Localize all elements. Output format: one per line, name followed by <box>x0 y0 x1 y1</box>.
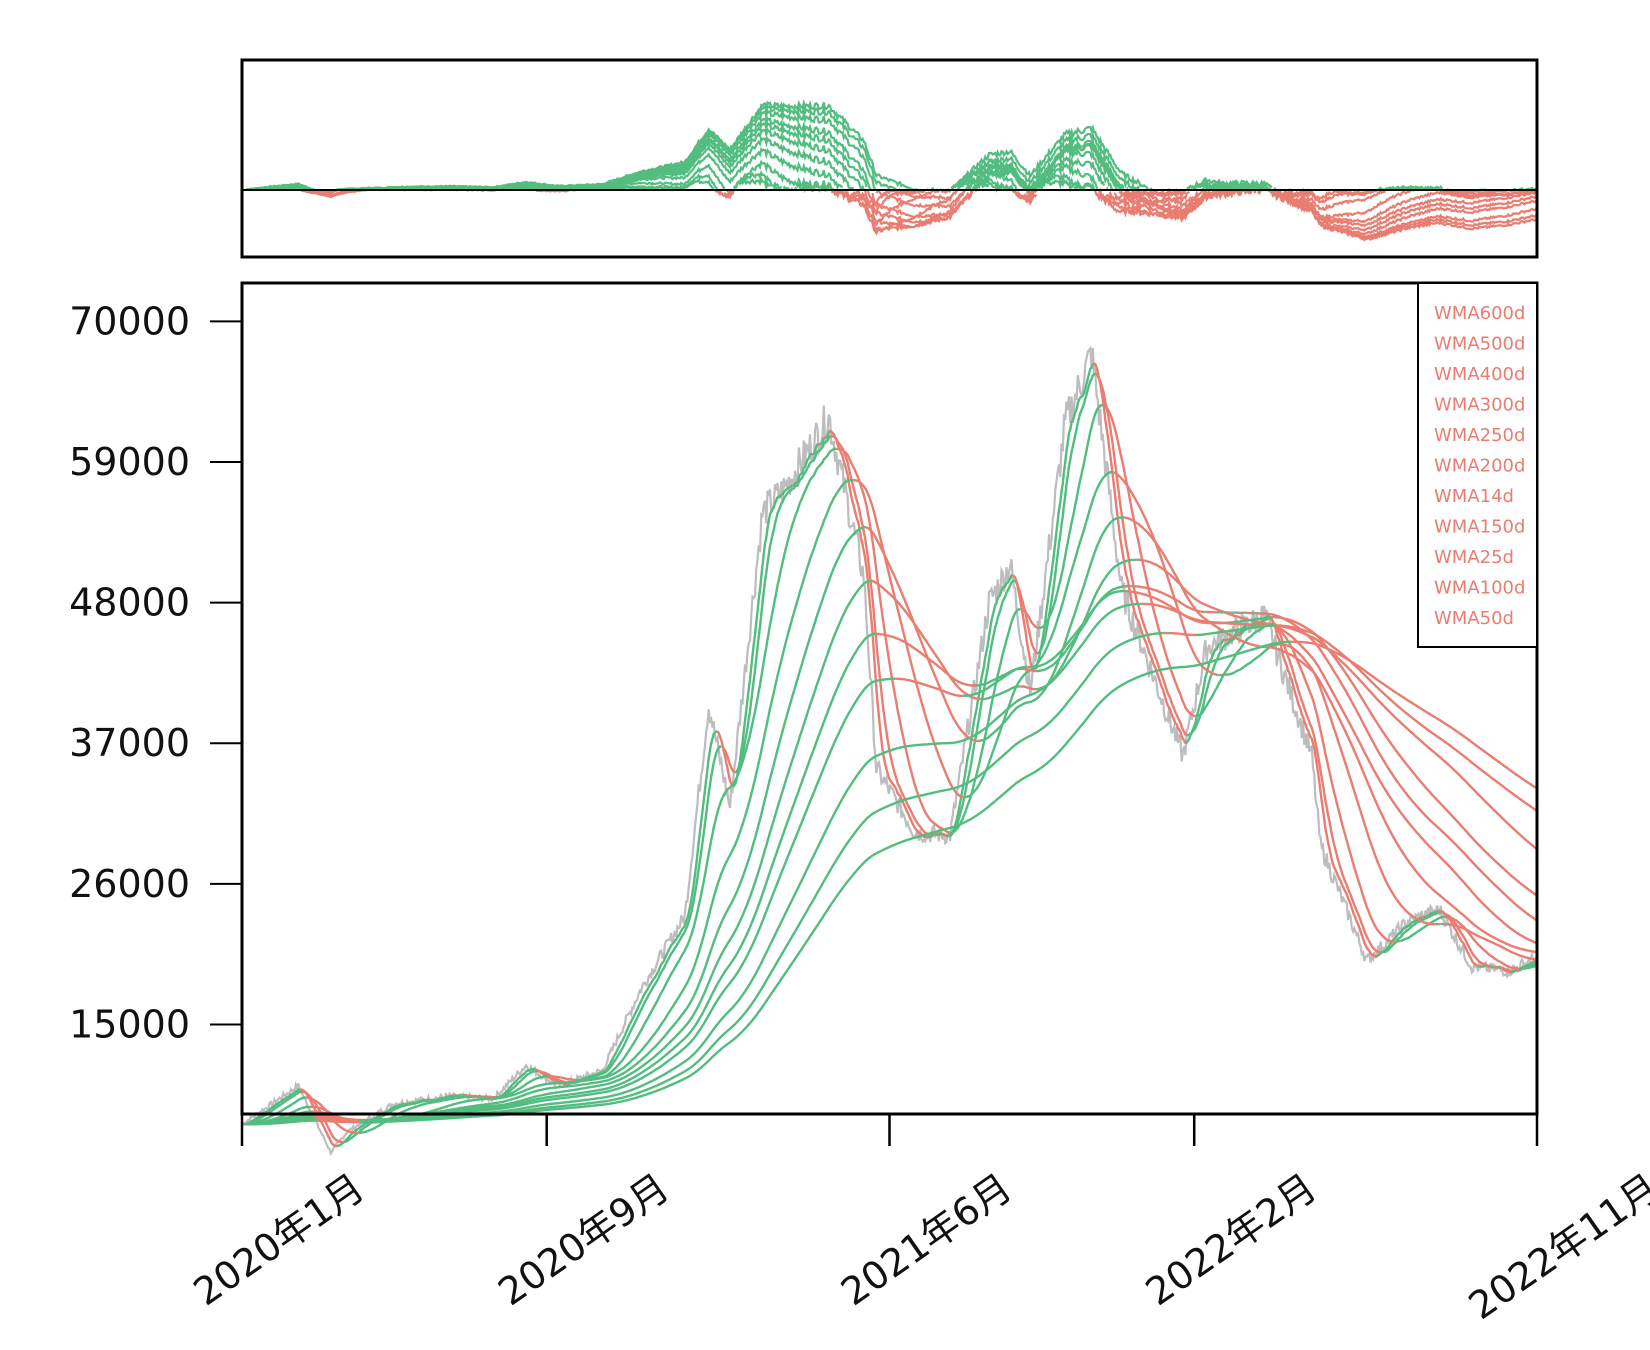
legend-entry: WMA400d <box>1434 364 1525 385</box>
price-frame <box>240 281 1539 1116</box>
legend-entry: WMA150d <box>1434 517 1525 538</box>
legend-entry: WMA200d <box>1434 456 1525 477</box>
x-tick-label: 2020年9月 <box>490 1165 677 1314</box>
legend-entry: WMA300d <box>1434 395 1525 416</box>
wma-line-wma400d <box>242 602 1538 1126</box>
wma-line-wma100d <box>241 470 1538 1126</box>
oscillator-panel <box>240 58 1539 259</box>
y-axis: 15000 26000 37000 48000 59000 70000 <box>69 299 242 1047</box>
x-tick-label: 2022年2月 <box>1138 1165 1325 1314</box>
y-tick-label: 26000 <box>69 862 190 906</box>
wma-line-wma600d <box>242 640 1538 1126</box>
wma-line-wma300d <box>242 589 1538 1126</box>
y-tick-label: 15000 <box>69 1003 190 1047</box>
oscillator-lines <box>241 98 1538 242</box>
oscillator-wma600d <box>241 98 1538 242</box>
y-tick-label: 48000 <box>69 581 190 625</box>
legend-entry: WMA14d <box>1434 486 1514 507</box>
wma-line-wma50d <box>241 403 1538 1135</box>
price-and-wma-lines <box>241 345 1539 1157</box>
legend-entry: WMA500d <box>1434 334 1525 355</box>
legend-entry: WMA25d <box>1434 547 1514 568</box>
legend-entry: WMA100d <box>1434 578 1525 599</box>
x-axis: 2020年1月 2020年9月 2021年6月 2022年2月 2022年11月 <box>186 1114 1650 1328</box>
y-tick-label: 59000 <box>69 440 190 484</box>
wma-line-wma150d <box>242 516 1538 1126</box>
x-tick-label: 2020年1月 <box>186 1165 373 1314</box>
oscillator-frame <box>240 58 1539 259</box>
x-tick-label: 2022年11月 <box>1461 1165 1650 1328</box>
legend-entry: WMA50d <box>1434 608 1514 629</box>
y-tick-label: 70000 <box>69 299 190 343</box>
x-tick-label: 2021年6月 <box>833 1165 1020 1314</box>
legend: WMA600d WMA500d WMA400d WMA300d WMA250d WMA20… <box>1417 282 1538 648</box>
legend-box <box>1417 282 1538 648</box>
wma-line-wma200d <box>242 558 1538 1126</box>
legend-entry: WMA600d <box>1434 303 1525 324</box>
legend-entry: WMA250d <box>1434 425 1525 446</box>
y-tick-label: 37000 <box>69 721 190 765</box>
